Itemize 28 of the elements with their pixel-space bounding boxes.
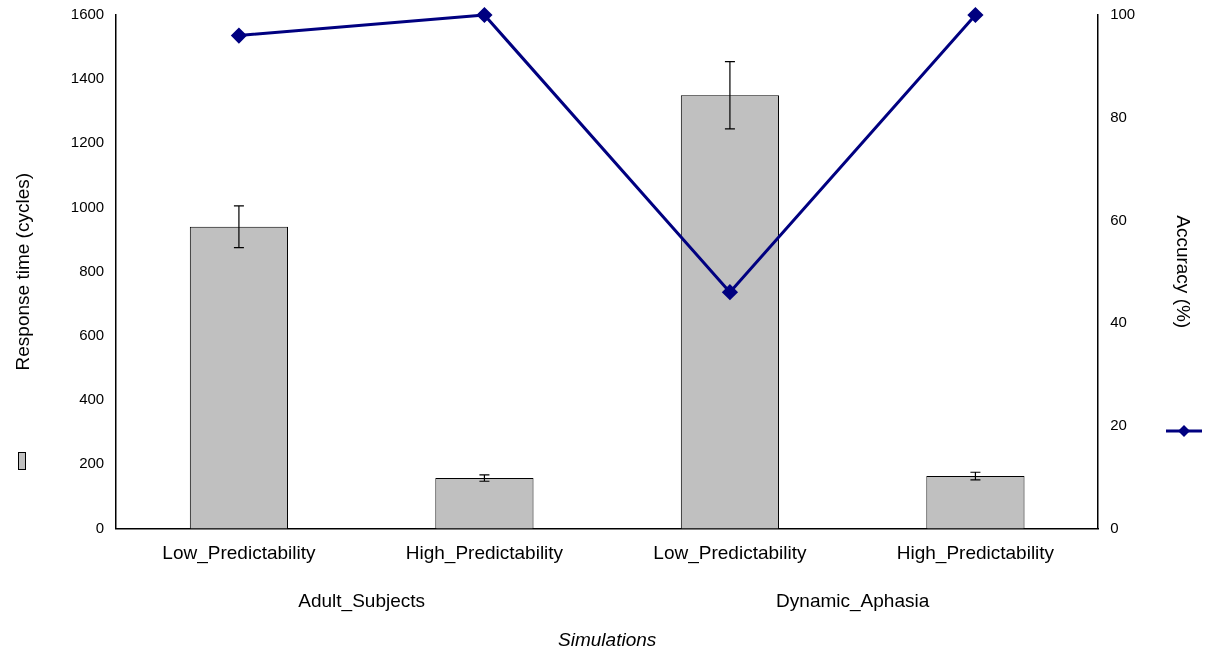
y-tick-label: 1200	[70, 133, 105, 151]
y-tick-label: 400	[79, 390, 105, 408]
y-tick-label: 1600	[70, 5, 105, 23]
y2-tick-label: 80	[1110, 107, 1127, 125]
y-tick-label: 1400	[70, 69, 105, 87]
point	[231, 28, 247, 44]
y-tick-label: 200	[79, 454, 105, 472]
y-tick-label: 800	[79, 261, 105, 279]
point	[722, 284, 738, 300]
y2-tick-label: 100	[1110, 5, 1136, 23]
x-tick-label: Low_Predictability	[162, 542, 316, 565]
point	[476, 7, 492, 23]
y-tick-label: 1000	[70, 197, 105, 215]
y-tick-label: 600	[79, 326, 105, 344]
y2-tick-label: 0	[1110, 518, 1119, 536]
text: Dynamic_Aphasia	[776, 589, 930, 612]
point	[967, 7, 983, 23]
y2-tick-label: 20	[1110, 415, 1127, 433]
y2-axis-title: Accuracy (%)	[1173, 215, 1195, 329]
x-axis-title: Simulations	[558, 628, 657, 650]
x-tick-label: High_Predictability	[896, 542, 1055, 565]
y-tick-label: 0	[95, 518, 105, 536]
x-tick-label: High_Predictability	[405, 542, 564, 565]
text: Adult_Subjects	[298, 589, 426, 612]
y2-tick-label: 40	[1110, 313, 1127, 331]
y2-tick-label: 60	[1110, 210, 1127, 228]
y-axis-title: Response time (cycles)	[11, 172, 33, 371]
x-tick-label: Low_Predictability	[653, 542, 807, 565]
